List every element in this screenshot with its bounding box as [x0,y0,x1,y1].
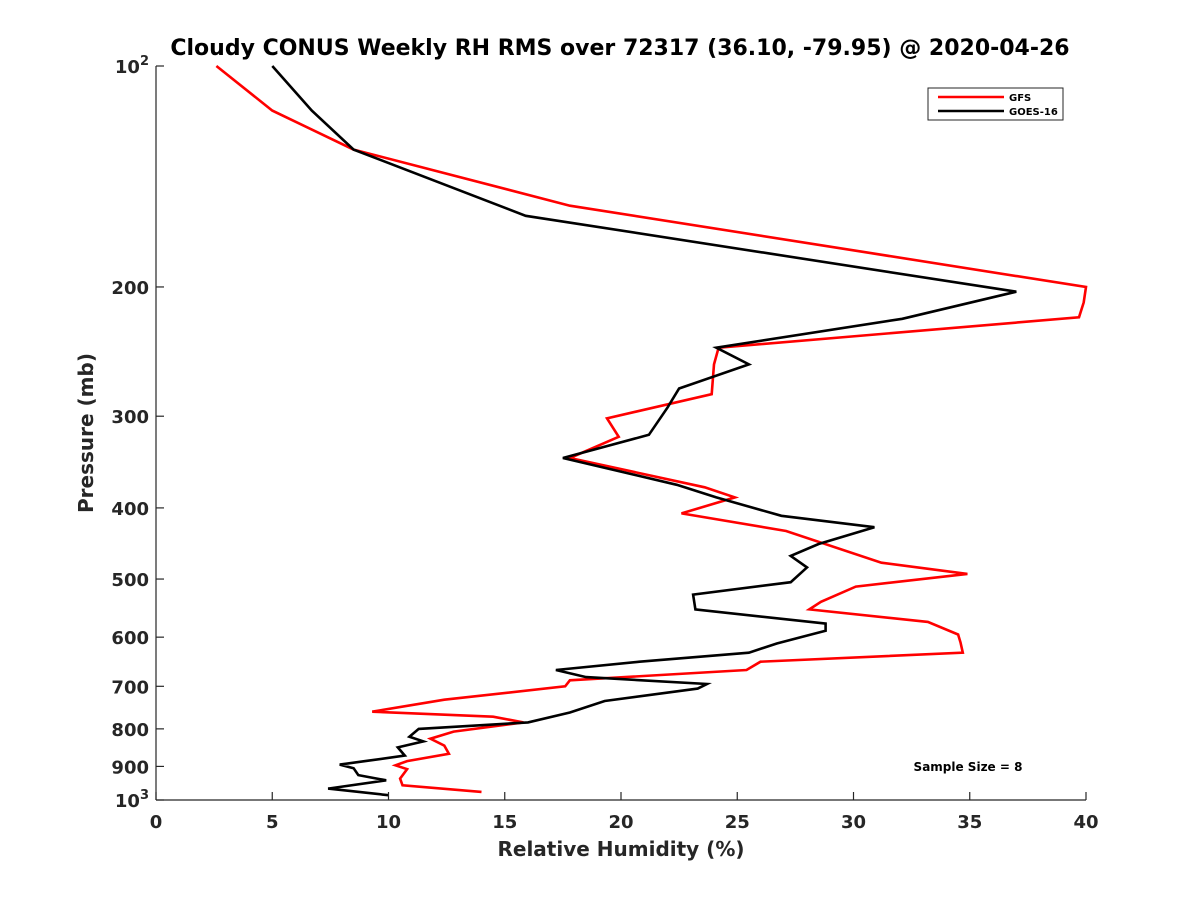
x-tick-label: 40 [1073,812,1098,833]
y-tick-label: 103 [115,788,149,812]
chart-title: Cloudy CONUS Weekly RH RMS over 72317 (3… [170,36,1069,61]
x-axis-label: Relative Humidity (%) [497,837,744,861]
x-tick-label: 0 [150,812,163,833]
legend-box [927,87,1064,121]
y-tick-label: 300 [111,407,149,428]
x-axis-ticks: 0 5 10 15 20 25 30 35 40 [150,792,1099,833]
x-tick-label: 30 [841,812,866,833]
y-tick-label: 200 [111,278,149,299]
plot-area [156,66,1086,800]
series-line-gfs [215,64,1088,794]
series-line-goes16 [271,65,1017,797]
y-tick-label: 900 [111,757,149,778]
series-layer [215,64,1088,797]
legend-label-goes16: GOES-16 [1009,107,1058,118]
y-axis-label: Pressure (mb) [74,353,98,513]
x-tick-label: 20 [608,812,633,833]
y-tick-label: 102 [115,54,149,78]
x-tick-label: 25 [725,812,750,833]
y-tick-label: 600 [111,628,149,649]
legend: GFS GOES-16 [927,87,1064,121]
x-tick-label: 5 [266,812,279,833]
y-axis-ticks: 102 200 300 400 500 600 700 800 900 103 [111,54,164,812]
sample-size-annotation: Sample Size = 8 [914,760,1023,774]
y-tick-label: 400 [111,499,149,520]
x-tick-label: 10 [376,812,401,833]
y-tick-label: 500 [111,570,149,591]
legend-label-gfs: GFS [1009,93,1031,104]
x-tick-label: 15 [492,812,517,833]
x-tick-label: 35 [957,812,982,833]
y-tick-label: 700 [111,677,149,698]
y-tick-label: 800 [111,720,149,741]
